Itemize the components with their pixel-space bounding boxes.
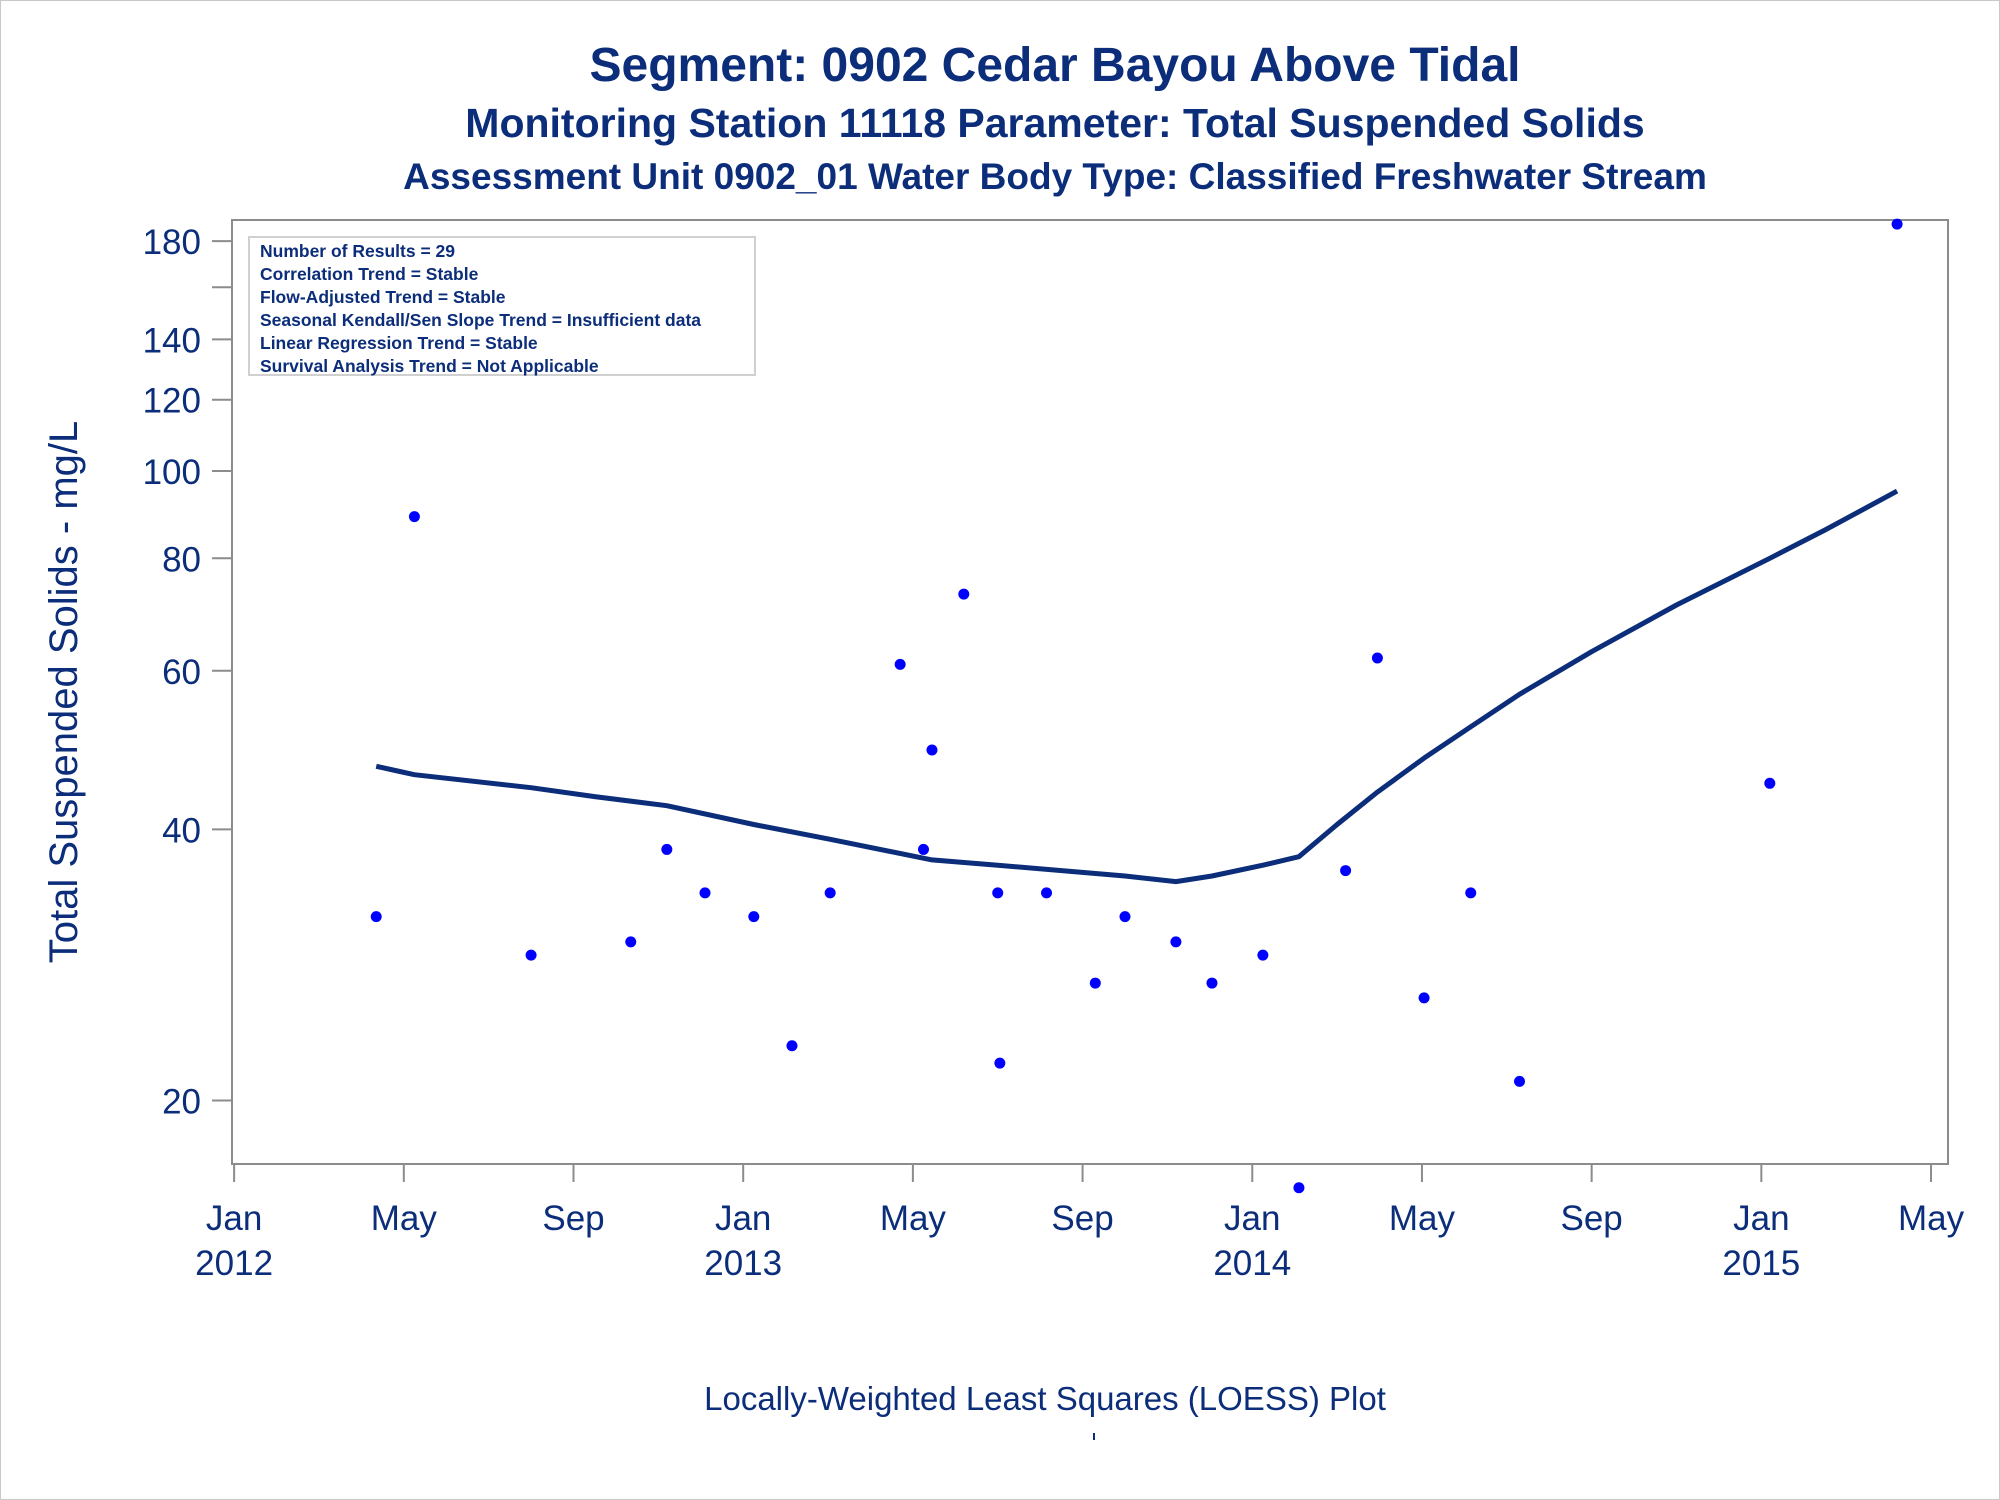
trend-statistic-line: Seasonal Kendall/Sen Slope Trend = Insuf…: [260, 310, 702, 330]
trend-statistics-box: Number of Results = 29 Correlation Trend …: [248, 236, 756, 376]
trend-statistic-line: Number of Results = 29: [260, 241, 455, 261]
data-point: [748, 911, 760, 923]
data-point: [1514, 1075, 1526, 1087]
x-tick-year-label: 2015: [1722, 1244, 1800, 1283]
x-tick-label: May: [1898, 1199, 1965, 1238]
data-point: [1340, 865, 1352, 877]
x-axis: Jan 2012 May Sep Jan 2013 May Sep Jan 2014 May Sep J…: [195, 1163, 1965, 1283]
x-tick-year-label: 2012: [195, 1244, 273, 1283]
data-point: [1418, 992, 1430, 1004]
y-tick-label: 120: [143, 382, 201, 421]
y-axis-label: Total Suspended Solids - mg/L: [42, 421, 86, 964]
y-tick-label: 180: [143, 223, 201, 262]
x-tick-label: Jan: [1224, 1199, 1280, 1238]
x-tick-label: Jan: [1733, 1199, 1789, 1238]
x-tick-label: Sep: [542, 1199, 604, 1238]
data-point: [1891, 218, 1903, 230]
data-point: [786, 1040, 798, 1052]
x-tick-label: Jan: [206, 1199, 262, 1238]
x-tick-label: Sep: [1561, 1199, 1623, 1238]
data-point: [370, 911, 382, 923]
trend-statistic-line: Linear Regression Trend = Stable: [260, 333, 538, 353]
footnote-mark: [1093, 1433, 1095, 1440]
y-tick-label: 140: [143, 321, 201, 360]
data-point: [1206, 977, 1218, 989]
data-point: [824, 887, 836, 899]
y-tick-label: 100: [143, 453, 201, 492]
data-point: [917, 843, 929, 855]
chart-footnote: Locally-Weighted Least Squares (LOESS) P…: [704, 1380, 1386, 1417]
y-tick-label: 80: [162, 540, 201, 579]
data-point: [958, 588, 970, 600]
data-point: [625, 936, 637, 948]
x-tick-label: Sep: [1051, 1199, 1113, 1238]
x-tick-label: Jan: [715, 1199, 771, 1238]
data-point: [1170, 936, 1182, 948]
loess-line: [375, 488, 1899, 885]
x-tick-year-label: 2014: [1213, 1244, 1291, 1283]
data-point: [699, 887, 711, 899]
data-point: [661, 843, 673, 855]
data-point: [992, 887, 1004, 899]
data-point: [1371, 652, 1383, 664]
chart-subtitle-2: Assessment Unit 0902_01 Water Body Type:…: [403, 156, 1707, 197]
data-point: [894, 658, 906, 670]
data-point: [1257, 949, 1269, 961]
data-point: [926, 744, 938, 756]
data-point: [1119, 911, 1131, 923]
y-tick-label: 20: [162, 1082, 201, 1121]
x-tick-label: May: [1389, 1199, 1456, 1238]
data-point: [408, 511, 420, 523]
trend-statistic-line: Flow-Adjusted Trend = Stable: [260, 287, 506, 307]
data-point: [1764, 777, 1776, 789]
data-points: [370, 218, 1903, 1194]
x-tick-label: May: [880, 1199, 947, 1238]
data-point: [1293, 1182, 1305, 1194]
y-tick-label: 40: [162, 811, 201, 850]
data-point: [1465, 887, 1477, 899]
y-axis: 20 40 60 80 100 120 140 180: [143, 223, 232, 1121]
x-tick-year-label: 2013: [704, 1244, 782, 1283]
y-tick-label: 60: [162, 653, 201, 692]
chart-subtitle: Monitoring Station 11118 Parameter: Tota…: [465, 100, 1645, 146]
x-tick-label: May: [371, 1199, 438, 1238]
trend-statistic-line: Correlation Trend = Stable: [260, 264, 479, 284]
data-point: [994, 1057, 1006, 1069]
data-point: [1041, 887, 1053, 899]
data-point: [1089, 977, 1101, 989]
trend-statistic-line: Survival Analysis Trend = Not Applicable: [260, 356, 599, 376]
data-point: [525, 949, 537, 961]
chart-title: Segment: 0902 Cedar Bayou Above Tidal: [589, 39, 1521, 92]
